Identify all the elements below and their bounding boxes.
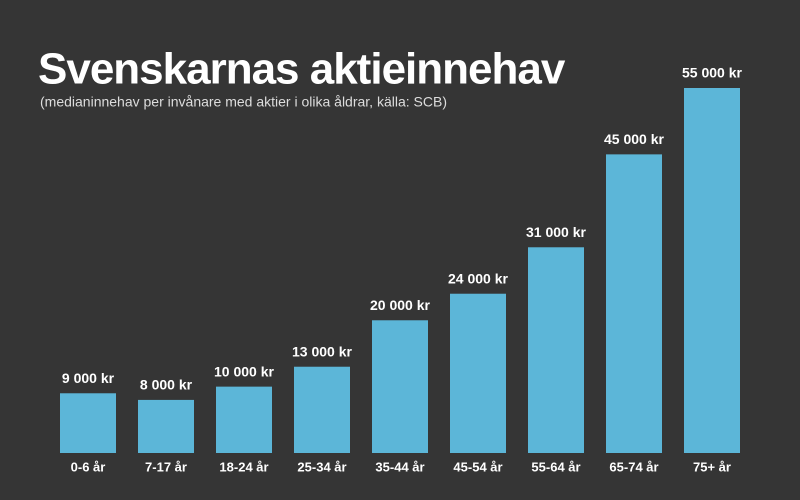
- value-label: 20 000 kr: [370, 297, 430, 313]
- value-label: 10 000 kr: [214, 363, 274, 379]
- bar: [528, 247, 584, 453]
- x-tick-label: 45-54 år: [453, 459, 502, 474]
- x-tick-label: 0-6 år: [71, 459, 106, 474]
- value-label: 45 000 kr: [604, 131, 664, 147]
- x-tick-label: 65-74 år: [609, 459, 658, 474]
- bar: [606, 154, 662, 453]
- bar: [60, 393, 116, 453]
- chart-title: Svenskarnas aktieinnehav: [38, 45, 566, 94]
- x-tick-label: 25-34 år: [297, 459, 346, 474]
- chart-subtitle: (medianinnehav per invånare med aktier i…: [40, 94, 447, 110]
- value-label: 24 000 kr: [448, 270, 508, 286]
- x-tick-label: 7-17 år: [145, 459, 187, 474]
- x-tick-label: 18-24 år: [219, 459, 268, 474]
- bar: [294, 366, 350, 453]
- bar: [450, 293, 506, 453]
- value-label: 9 000 kr: [62, 370, 115, 386]
- x-tick-label: 35-44 år: [375, 459, 424, 474]
- bar: [138, 399, 194, 453]
- bar: [684, 88, 740, 453]
- value-label: 13 000 kr: [292, 343, 352, 359]
- bar: [372, 320, 428, 453]
- value-label: 8 000 kr: [140, 377, 193, 393]
- x-tick-label: 75+ år: [693, 459, 731, 474]
- value-label: 55 000 kr: [682, 65, 742, 81]
- value-label: 31 000 kr: [526, 224, 586, 240]
- bar: [216, 386, 272, 453]
- x-tick-label: 55-64 år: [531, 459, 580, 474]
